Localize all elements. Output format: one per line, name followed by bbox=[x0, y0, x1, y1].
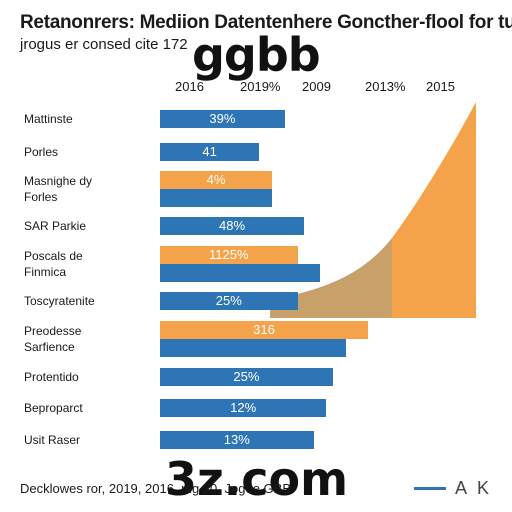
bar-value-label: 13% bbox=[223, 432, 250, 447]
bar-blue bbox=[160, 431, 314, 449]
category-label: Masnighe dy Forles bbox=[24, 174, 93, 204]
x-tick-label: 2016 bbox=[175, 79, 204, 94]
bar-blue bbox=[160, 399, 327, 417]
area-segment-tan bbox=[270, 238, 392, 318]
x-tick-label: 2013% bbox=[365, 79, 406, 94]
chart-subtitle: jrogus er consed cite 172 bbox=[20, 36, 188, 53]
bar-value-label: 39% bbox=[209, 111, 236, 126]
category-label: Beproparct bbox=[24, 401, 83, 415]
bar-value-label: 12% bbox=[230, 400, 257, 415]
bar-orange bbox=[160, 321, 368, 339]
bar-value-label: 41 bbox=[202, 144, 217, 159]
bar-value-label: 25% bbox=[233, 369, 260, 384]
source-note: Decklowes ror, 2019, 2016, mg 20, Jogoe … bbox=[20, 481, 291, 496]
bar-value-label: 316 bbox=[253, 322, 275, 337]
category-label: Preodesse Sarfience bbox=[24, 324, 82, 354]
bar-blue bbox=[160, 217, 304, 235]
bar-value-label: 4% bbox=[206, 172, 226, 187]
bar-orange bbox=[160, 171, 272, 189]
category-label: Mattinste bbox=[24, 112, 73, 126]
area-segment-orange bbox=[392, 102, 476, 318]
bar-blue bbox=[160, 143, 260, 161]
bar-blue bbox=[160, 292, 298, 310]
category-label: Usit Raser bbox=[24, 433, 81, 447]
x-tick-label: 2009 bbox=[302, 79, 331, 94]
category-label: Porles bbox=[24, 145, 59, 159]
bar-blue bbox=[160, 339, 346, 357]
bar-blue bbox=[160, 189, 272, 207]
bar-blue bbox=[160, 110, 285, 128]
legend-line-marker bbox=[414, 487, 446, 490]
bar-value-label: 1125% bbox=[209, 247, 249, 262]
bar-blue bbox=[160, 368, 333, 386]
legend-label: A K bbox=[455, 478, 493, 498]
chart-title: Retanonrers: Mediion Datentenhere Goncth… bbox=[20, 12, 512, 33]
bar-blue bbox=[160, 264, 320, 282]
category-label: Poscals de Finmica bbox=[24, 249, 83, 279]
watermark-top: ggbb bbox=[192, 28, 321, 82]
category-label: Protentido bbox=[24, 370, 79, 384]
bar-value-label: 48% bbox=[218, 218, 246, 233]
x-tick-label: 2019% bbox=[240, 79, 281, 94]
category-label: Toscyratenite bbox=[24, 294, 95, 308]
category-label: SAR Parkie bbox=[24, 219, 87, 233]
bar-value-label: 25% bbox=[215, 293, 242, 308]
bar-orange bbox=[160, 246, 298, 264]
x-tick-label: 2015 bbox=[426, 79, 455, 94]
watermark-bottom: 3z.com bbox=[165, 452, 349, 506]
